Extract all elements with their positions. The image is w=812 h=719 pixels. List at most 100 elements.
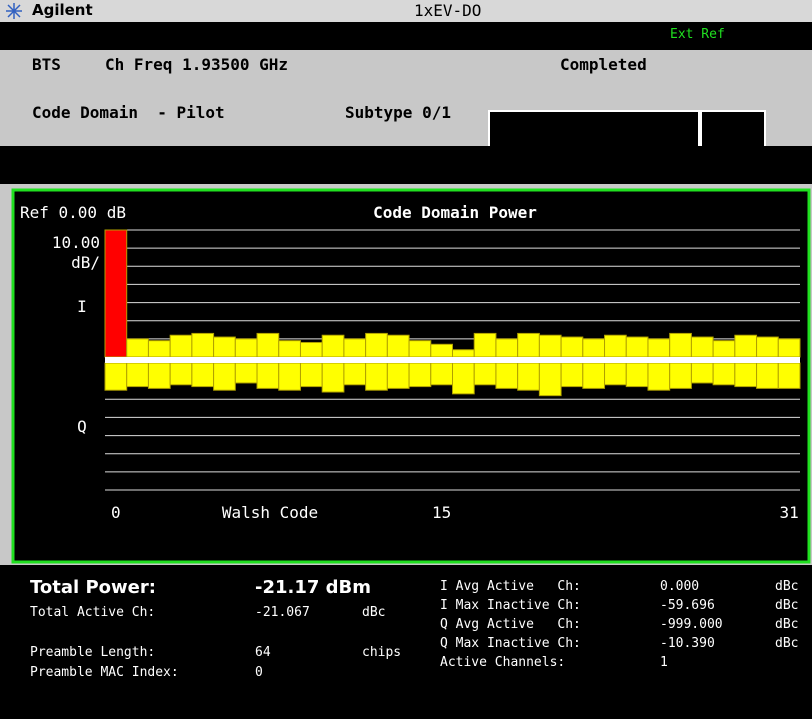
result-unit: dBc [775,617,799,632]
q-bar [538,362,562,397]
x-axis-label: Walsh Code [222,503,318,522]
i-bar [278,340,301,358]
i-bar [777,338,801,358]
i-bar [669,332,692,358]
result-value: -10.390 [660,636,715,651]
q-bar [321,362,345,393]
q-bar [191,362,215,388]
q-bar [604,362,627,386]
q-bar [712,362,736,386]
result-unit: chips [362,645,402,660]
result-value: -999.000 [660,617,723,632]
i-bar [517,332,540,358]
x-tick-label: 0 [111,503,121,522]
ext-ref: Ext Ref [670,27,725,42]
result-label: Preamble MAC Index: [30,665,179,680]
result-label: I Avg Active Ch: [440,579,581,594]
i-bar [582,338,606,358]
i-bar [321,334,345,358]
x-tick-label: 31 [780,503,799,522]
q-bar [408,362,432,388]
center-line [105,357,800,363]
q-bar [430,362,453,386]
result-value: 64 [255,645,271,660]
q-bar [452,362,475,395]
i-bar [690,336,714,358]
q-bar [343,362,367,386]
i-bar [408,340,432,358]
i-bar [343,338,367,358]
i-bar [560,336,584,358]
q-bar [625,362,649,388]
result-unit: dBc [775,636,799,651]
i-bar [191,332,215,358]
result-label: Q Max Inactive Ch: [440,636,581,651]
i-bar [256,332,280,358]
i-bar [104,229,128,358]
result-label: Preamble Length: [30,645,156,660]
i-label: I [77,297,87,316]
q-bar [473,362,497,386]
i-bar [299,341,323,358]
i-bar [473,332,497,358]
q-bar [213,362,236,391]
q-bar [777,362,801,389]
result-unit: dBc [775,579,799,594]
i-bar [234,338,258,358]
i-bar [756,336,779,358]
band [0,146,812,184]
q-bar [560,362,584,388]
q-bar [365,362,388,391]
result-value: -59.696 [660,598,715,613]
result-label: Q Avg Active Ch: [440,617,581,632]
q-bar [517,362,540,391]
result-label: Total Active Ch: [30,605,156,620]
i-bar [169,334,193,358]
q-bar [386,362,410,389]
i-bar [734,334,758,358]
frequency: Ch Freq 1.93500 GHz [105,55,289,74]
scale-unit: dB/ [71,253,100,272]
brand: Agilent [32,1,93,19]
q-bar [256,362,280,389]
x-tick-label: 15 [432,503,451,522]
q-bar [734,362,758,388]
q-bar [582,362,606,389]
result-value: 0.000 [660,579,700,594]
q-label: Q [77,417,87,436]
i-bar [538,334,562,358]
result-value: 0 [255,665,263,680]
q-bar [147,362,171,389]
q-bar [647,362,671,391]
result-value: 1 [660,655,668,670]
q-bar [690,362,714,384]
result-unit: dBc [362,605,386,620]
device: BTS [32,55,61,74]
q-bar [104,362,128,391]
result-label: Active Channels: [440,655,566,670]
q-bar [234,362,258,384]
result-label: I Max Inactive Ch: [440,598,581,613]
q-bar [299,362,323,388]
logo [6,3,22,19]
q-bar [126,362,149,388]
i-bar [365,332,388,358]
i-bar [495,338,519,358]
i-bar [625,336,649,358]
i-bar [386,334,410,358]
q-bar [756,362,779,389]
i-bar [647,338,671,358]
i-bar [213,336,236,358]
i-bar [430,343,453,358]
subtype: Subtype 0/1 [345,103,451,122]
chart-title: Code Domain Power [373,203,537,222]
i-bar [604,334,627,358]
results-panel: Total Power: -21.17 dBm Total Active Ch:… [0,565,812,719]
total-power: -21.17 dBm [255,577,372,598]
i-bar [712,340,736,358]
q-bar [278,362,301,391]
i-bar [452,349,475,358]
result-value: -21.067 [255,605,310,620]
